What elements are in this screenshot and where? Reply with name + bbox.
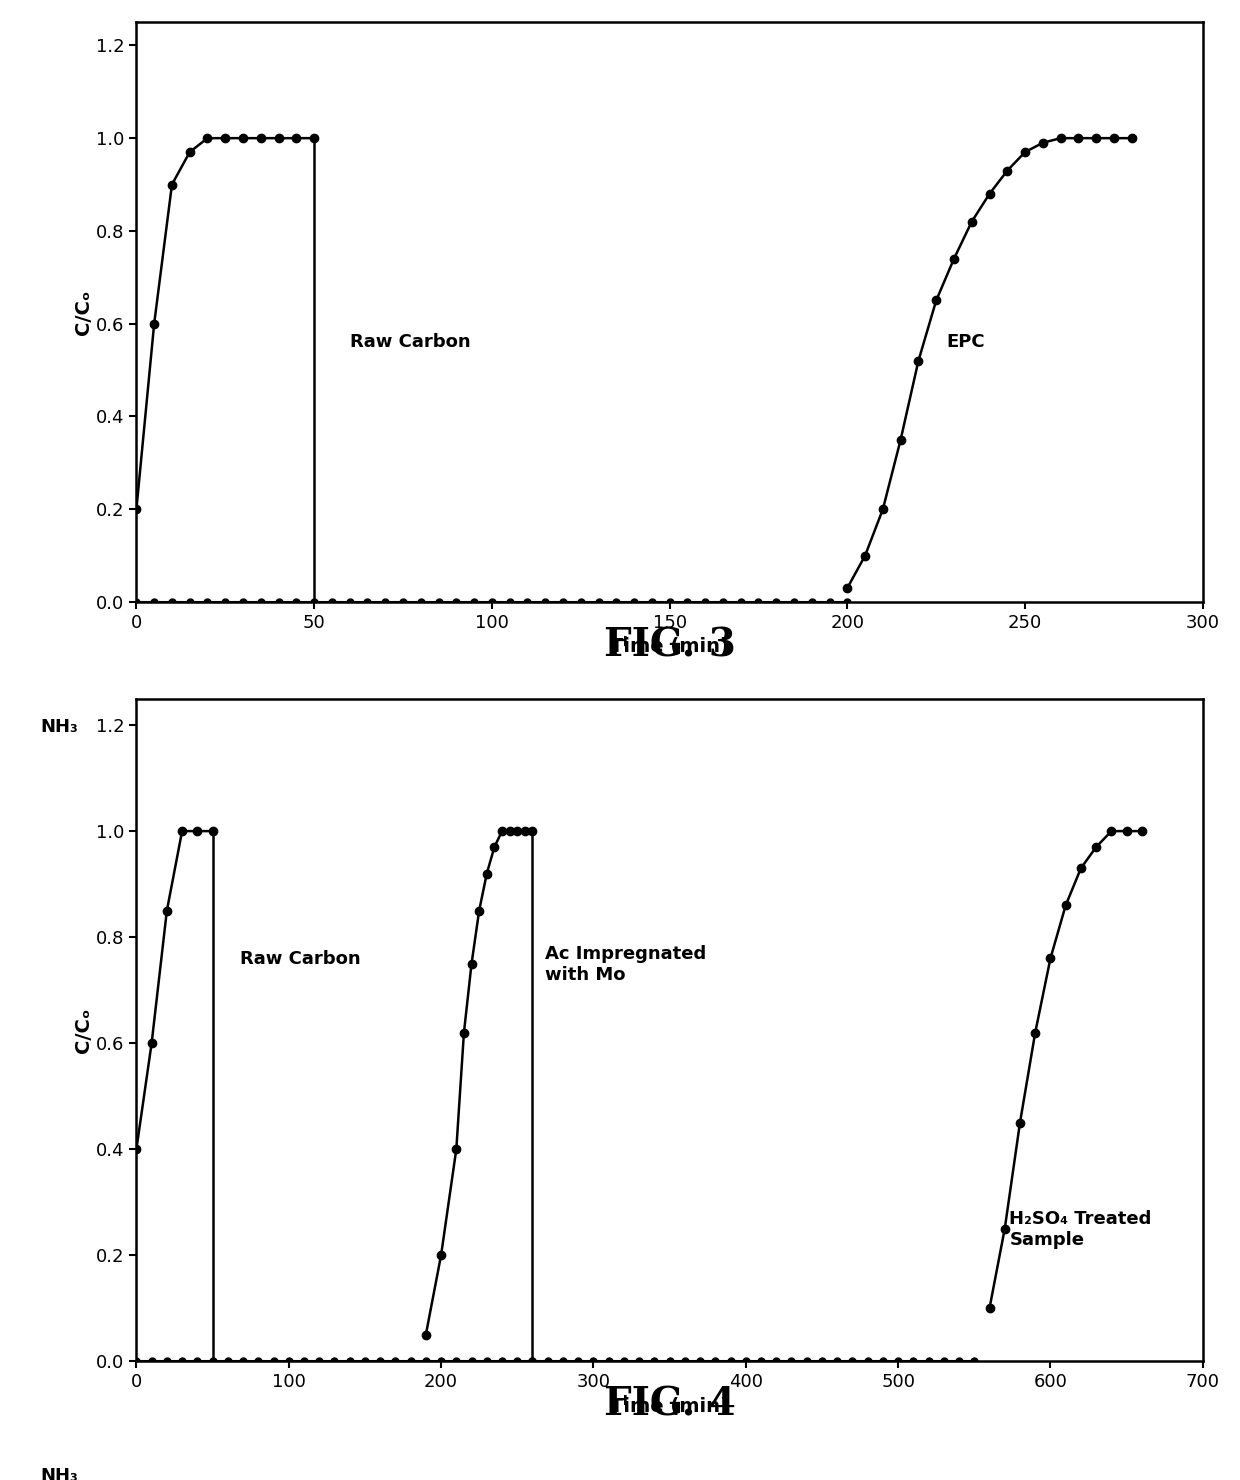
X-axis label: Time (min): Time (min): [610, 638, 729, 656]
Text: FIG. 3: FIG. 3: [604, 626, 735, 665]
Text: Raw Carbon: Raw Carbon: [350, 333, 470, 351]
Text: NH₃: NH₃: [41, 1467, 78, 1480]
Text: H₂SO₄ Treated
Sample: H₂SO₄ Treated Sample: [1009, 1209, 1152, 1249]
Text: EPC: EPC: [947, 333, 986, 351]
Text: Raw Carbon: Raw Carbon: [241, 950, 361, 968]
Y-axis label: C/Cₒ: C/Cₒ: [74, 1008, 93, 1052]
Text: FIG. 4: FIG. 4: [604, 1385, 735, 1424]
Text: NH₃: NH₃: [41, 718, 78, 736]
Y-axis label: C/Cₒ: C/Cₒ: [74, 290, 93, 334]
Text: Ac Impregnated
with Mo: Ac Impregnated with Mo: [544, 944, 706, 984]
X-axis label: Time (min): Time (min): [610, 1397, 729, 1415]
